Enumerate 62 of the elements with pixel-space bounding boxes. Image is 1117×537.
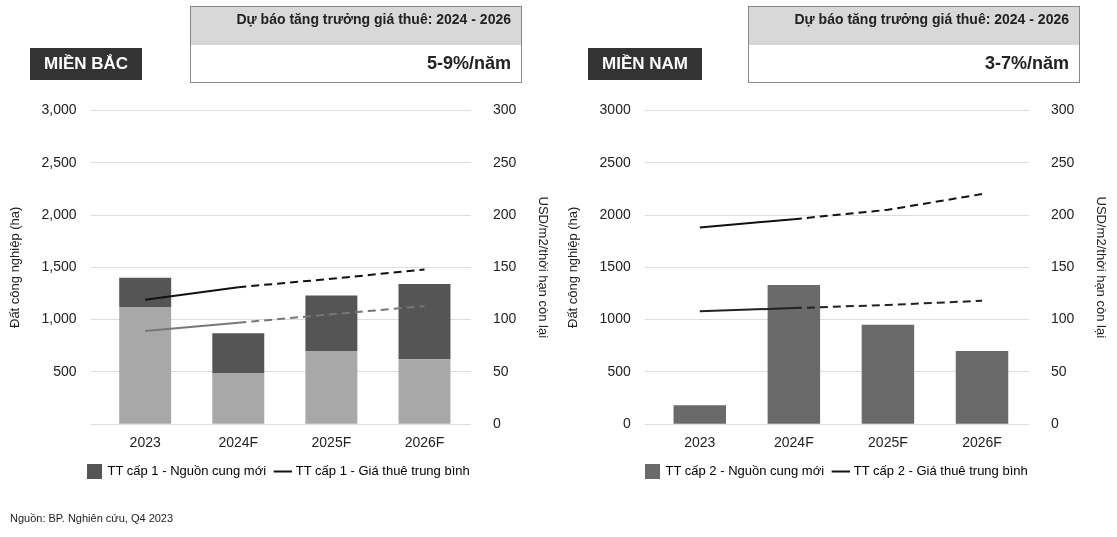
y-tick-label: 3000 bbox=[599, 101, 631, 118]
x-tick-label: 2023 bbox=[684, 434, 716, 451]
y2-tick-label: 50 bbox=[1051, 362, 1067, 379]
y-tick-label: 2500 bbox=[599, 153, 631, 170]
y-tick-label: 1000 bbox=[599, 310, 631, 327]
text: 3-7%/năm bbox=[983, 52, 1070, 75]
legend-label: TT cấp 1 - Giá thuê trung bình bbox=[295, 463, 470, 479]
x-tick-label: 2024F bbox=[774, 434, 814, 451]
bar bbox=[212, 372, 265, 424]
legend-label: TT cấp 1 - Nguồn cung mới bbox=[107, 463, 267, 479]
chart-title: MIỀN BẮC bbox=[30, 48, 143, 80]
y2-axis-title: USD/m2/thời hạn còn lại bbox=[1093, 196, 1109, 339]
bar bbox=[212, 333, 265, 373]
y-tick-label: 2,500 bbox=[41, 153, 77, 170]
bar bbox=[955, 350, 1009, 424]
y-tick-label: 2,000 bbox=[41, 205, 77, 222]
y-tick-label: 2000 bbox=[599, 205, 631, 222]
y-axis-title: Đất công nghiệp (ha) bbox=[7, 206, 23, 329]
chart-subtitle: Dự báo tăng trưởng giá thuê: 2024 - 2026 bbox=[191, 7, 521, 45]
bar bbox=[673, 405, 727, 424]
chart-title: MIỀN NAM bbox=[588, 48, 702, 80]
y2-tick-label: 200 bbox=[493, 205, 517, 222]
legend-label: TT cấp 2 - Nguồn cung mới bbox=[665, 463, 825, 479]
x-tick-label: 2025F bbox=[868, 434, 908, 451]
y-tick-label: 1,000 bbox=[41, 310, 77, 327]
y2-tick-label: 150 bbox=[1051, 258, 1075, 275]
x-tick-label: 2026F bbox=[404, 434, 445, 451]
y-tick-label: 500 bbox=[607, 362, 631, 379]
x-tick-label: 2025F bbox=[311, 434, 352, 451]
y-tick-label: 1,500 bbox=[41, 258, 77, 275]
text: Nguồn: BP. Nghiên cứu, Q4 2023 bbox=[10, 512, 174, 524]
bar bbox=[398, 284, 451, 360]
bar bbox=[119, 307, 172, 424]
y2-tick-label: 150 bbox=[493, 258, 517, 275]
y2-tick-label: 200 bbox=[1051, 205, 1075, 222]
chart-subtitle: Dự báo tăng trưởng giá thuê: 2024 - 2026 bbox=[749, 7, 1079, 45]
x-tick-label: 2023 bbox=[129, 434, 161, 451]
y-tick-label: 500 bbox=[53, 362, 77, 379]
y2-tick-label: 50 bbox=[493, 362, 509, 379]
y-tick-label: 0 bbox=[622, 415, 631, 432]
x-tick-label: 2024F bbox=[218, 434, 259, 451]
bar bbox=[398, 359, 451, 424]
bar bbox=[305, 350, 358, 424]
bar bbox=[861, 324, 915, 424]
text: 5-9%/năm bbox=[425, 52, 512, 75]
legend-label: TT cấp 2 - Giá thuê trung bình bbox=[853, 463, 1028, 479]
bar bbox=[119, 277, 172, 308]
y2-tick-label: 0 bbox=[1051, 415, 1060, 432]
x-tick-label: 2026F bbox=[962, 434, 1002, 451]
y-tick-label: 3,000 bbox=[41, 101, 77, 118]
y2-tick-label: 250 bbox=[1051, 153, 1075, 170]
y2-axis-title: USD/m2/thời hạn còn lại bbox=[535, 196, 551, 339]
y2-tick-label: 300 bbox=[493, 101, 517, 118]
y2-tick-label: 300 bbox=[1051, 101, 1075, 118]
bar bbox=[305, 295, 358, 351]
y2-tick-label: 0 bbox=[493, 415, 502, 432]
y-tick-label: 1500 bbox=[599, 258, 631, 275]
y2-tick-label: 100 bbox=[1051, 310, 1075, 327]
bar bbox=[767, 285, 821, 424]
y-axis-title: Đất công nghiệp (ha) bbox=[565, 206, 581, 329]
y2-tick-label: 100 bbox=[493, 310, 517, 327]
y2-tick-label: 250 bbox=[493, 153, 517, 170]
